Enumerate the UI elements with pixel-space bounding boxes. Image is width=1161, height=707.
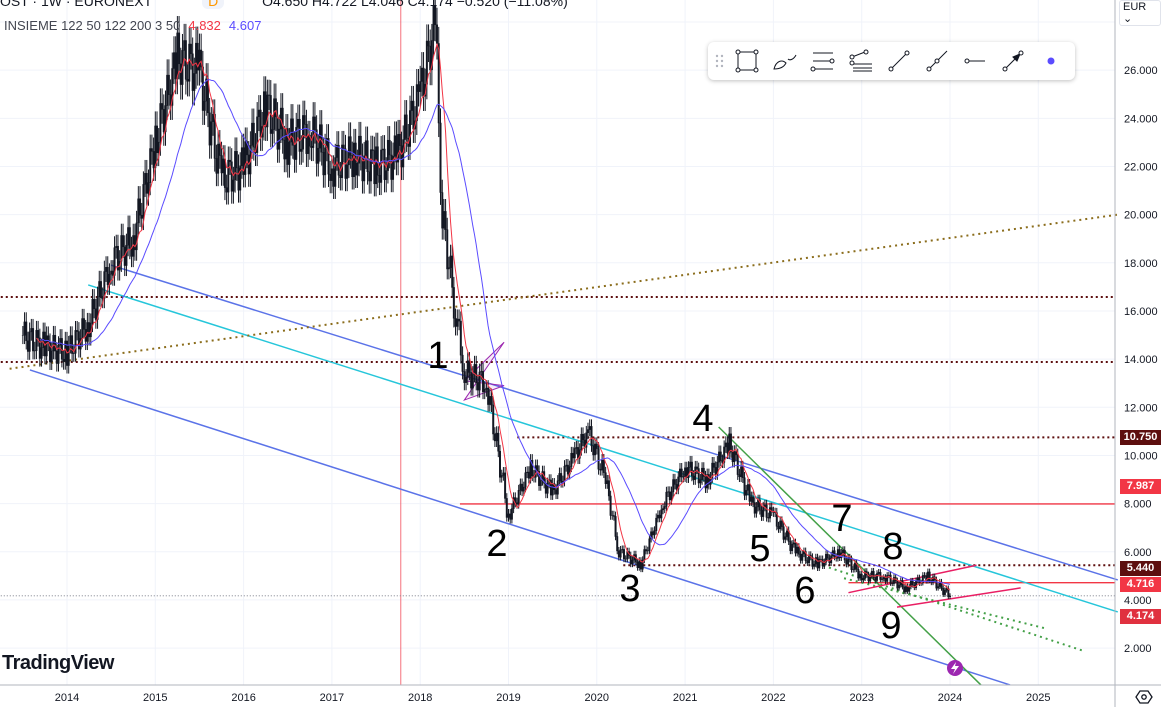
trendline-green-dot-1 (817, 562, 1083, 652)
indicator-legend[interactable]: INSIEME 122 50 122 200 3 50 4.832 4.607 (4, 18, 261, 33)
ma-fast-line (36, 42, 951, 591)
y-tick-label: 26.000 (1124, 65, 1158, 77)
x-tick-label: 2018 (408, 692, 432, 704)
tradingview-logo[interactable]: TradingView (2, 652, 114, 674)
wave-label-1: 1 (427, 335, 448, 377)
grid (0, 0, 1115, 685)
wave-label-4: 4 (692, 398, 713, 440)
ray-icon[interactable] (918, 42, 956, 80)
trendline-long-trend (9, 213, 1118, 370)
price-label: 4.716 (1120, 577, 1161, 592)
wave-label-9: 9 (880, 605, 901, 647)
drawings (0, 0, 1118, 686)
x-tick-label: 2017 (320, 692, 344, 704)
fib-retracement-icon[interactable] (842, 42, 880, 80)
symbol-header: OST · 1W · EURONEXT D O4.650 H4.722 L4.0… (0, 0, 574, 9)
x-tick-label: 2025 (1026, 692, 1050, 704)
x-tick-label: 2024 (938, 692, 962, 704)
wave-label-2: 2 (486, 523, 507, 565)
ma-slow-line (39, 79, 951, 585)
trend-line-icon[interactable] (880, 42, 918, 80)
color-dot-icon[interactable] (1032, 42, 1070, 80)
price-label: 5.440 (1120, 561, 1161, 576)
moving-averages (36, 42, 951, 591)
y-tick-label: 4.000 (1124, 595, 1152, 607)
x-tick-label: 2019 (496, 692, 520, 704)
y-tick-label: 14.000 (1124, 354, 1158, 366)
parallel-channel-icon[interactable] (804, 42, 842, 80)
x-tick-label: 2020 (585, 692, 609, 704)
x-tick-label: 2016 (231, 692, 255, 704)
y-tick-label: 6.000 (1124, 547, 1152, 559)
trendline-pink-2 (896, 587, 1021, 608)
wave-label-7: 7 (831, 498, 852, 540)
y-tick-label: 16.000 (1124, 306, 1158, 318)
indicator-label: INSIEME 122 50 122 200 3 50 (4, 18, 181, 33)
price-label: 10.750 (1120, 430, 1161, 445)
triangle-pattern (463, 341, 505, 402)
wave-label-5: 5 (749, 528, 770, 570)
axes: 2014 2015 2016 2017 2018 2019 2020 2021 2022 2023… (55, 17, 1158, 704)
lightning-icon[interactable] (947, 660, 963, 676)
y-tick-label: 20.000 (1124, 210, 1158, 222)
symbol-title[interactable]: OST · 1W · EURONEXT (0, 0, 153, 9)
indicator-value-slow: 4.607 (228, 18, 262, 33)
candles (21, 0, 951, 600)
currency-label: EUR (1123, 1, 1147, 13)
ohlc-values: O4.650 H4.722 L4.046 C4.174 −0.520 (−11.… (262, 0, 568, 9)
y-tick-label: 10.000 (1124, 450, 1158, 462)
currency-select[interactable]: EUR ⌄ (1119, 0, 1161, 26)
wave-label-6: 6 (794, 570, 815, 612)
x-tick-label: 2014 (55, 692, 79, 704)
x-tick-label: 2021 (673, 692, 697, 704)
x-tick-label: 2023 (849, 692, 873, 704)
x-tick-label: 2015 (143, 692, 167, 704)
x-tick-label: 2022 (761, 692, 785, 704)
trendline-green-dot-2 (843, 577, 1048, 630)
price-label: 4.174 (1120, 609, 1161, 624)
arrow-icon[interactable] (994, 42, 1032, 80)
price-label: 7.987 (1120, 479, 1161, 494)
y-tick-label: 8.000 (1124, 499, 1152, 511)
trendline-channel-upper (110, 264, 1118, 581)
y-tick-label: 12.000 (1124, 402, 1158, 414)
wave-label-8: 8 (882, 526, 903, 568)
data-badge[interactable]: D (202, 0, 225, 9)
y-tick-label: 22.000 (1124, 161, 1158, 173)
horizontal-ray-icon[interactable] (956, 42, 994, 80)
brush-icon[interactable] (766, 42, 804, 80)
trendline-channel-lower (29, 369, 1011, 686)
indicator-value-fast: 4.832 (188, 18, 221, 33)
rectangle-icon[interactable] (728, 42, 766, 80)
wave-label-3: 3 (619, 568, 640, 610)
trendline-channel-mid (87, 284, 1118, 613)
drag-handle-icon[interactable] (712, 42, 728, 80)
settings-gear-icon[interactable] (1135, 690, 1153, 704)
y-tick-label: 24.000 (1124, 113, 1158, 125)
y-tick-label: 2.000 (1124, 643, 1152, 655)
drawing-toolbar (708, 42, 1075, 80)
y-tick-label: 18.000 (1124, 258, 1158, 270)
